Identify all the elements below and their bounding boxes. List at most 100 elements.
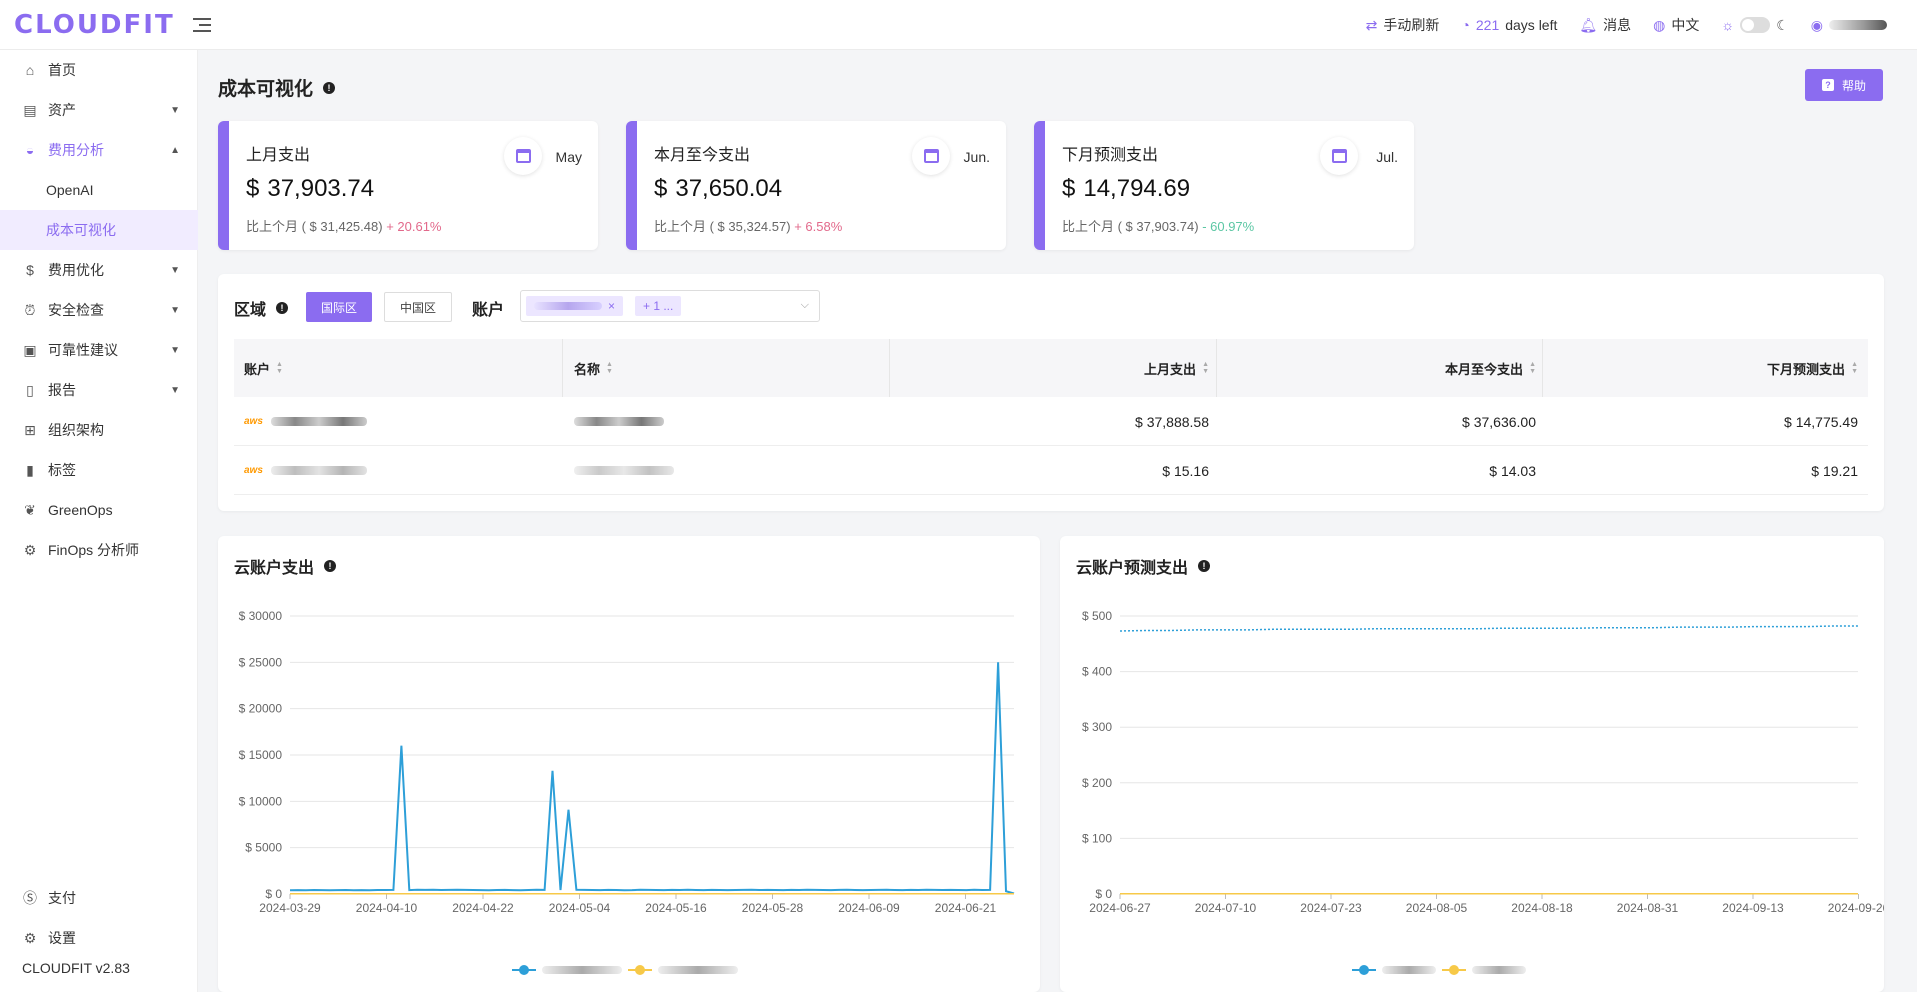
sidebar-item-label: 首页 [48, 62, 76, 78]
sidebar: ⌂ 首页 ▤ 资产 ▼ ◒ 费用分析 ▲ OpenAI 成本可视化 $ 费用优化… [0, 50, 198, 992]
y-tick-label: $ 5000 [245, 841, 282, 855]
region-intl-button[interactable]: 国际区 [306, 292, 373, 322]
sidebar-item-settings[interactable]: ⚙ 设置 [0, 918, 198, 958]
column-account[interactable]: 账户 ▲ ▼ [244, 339, 544, 397]
license-days[interactable]: ◔ 221 days left [1461, 17, 1557, 33]
stat-label: 本月至今支出 [654, 147, 751, 164]
sidebar-item-label: GreenOps [48, 502, 113, 518]
sidebar-item-cost-visualization[interactable]: 成本可视化 [0, 210, 198, 250]
sort-icon[interactable]: ▲ ▼ [1851, 361, 1858, 375]
y-tick-label: $ 30000 [239, 609, 283, 623]
change-down: - 60.97% [1202, 219, 1255, 234]
chart-legend [1352, 965, 1526, 975]
chart-title-text: 云账户支出 [234, 560, 315, 577]
days-text: days left [1505, 17, 1558, 33]
cell-name [574, 446, 674, 495]
sidebar-item-payment[interactable]: Ⓢ 支付 [0, 878, 198, 918]
refresh-icon: ⇄ [1365, 16, 1378, 33]
sort-icon[interactable]: ▲ ▼ [606, 361, 613, 375]
y-tick-label: $ 100 [1082, 831, 1112, 845]
account-name-masked [574, 466, 674, 475]
menu-toggle-icon[interactable] [192, 17, 211, 32]
calendar-icon [912, 137, 950, 175]
sort-icon[interactable]: ▲ ▼ [276, 361, 283, 375]
y-tick-label: $ 200 [1082, 776, 1112, 790]
sidebar-item-finops-analyst[interactable]: ⚙ FinOps 分析师 [0, 530, 198, 570]
refresh-button[interactable]: ⇄ 手动刷新 [1366, 15, 1440, 35]
stat-compare: 比上个月 ( $ 37,903.74) - 60.97% [1062, 216, 1254, 235]
home-icon: ⌂ [25, 62, 35, 78]
user-menu[interactable]: ◉ [1811, 17, 1887, 34]
messages-button[interactable]: 🔔︎ 消息 [1579, 15, 1631, 35]
x-tick-label: 2024-03-29 [259, 901, 321, 915]
sun-icon: ☼ [1721, 17, 1735, 33]
audit-icon: ▣ [23, 341, 37, 358]
x-tick-label: 2024-04-10 [356, 901, 418, 915]
chevron-down-icon: ⌵ [800, 299, 809, 311]
legend-marker[interactable] [1442, 965, 1466, 975]
info-icon[interactable]: ! [276, 302, 289, 314]
stat-card-last-month: 上月支出 May $37,903.74 比上个月 ( $ 31,425.48) … [218, 121, 598, 250]
sidebar-item-security[interactable]: ⏰︎ 安全检查 ▼ [0, 290, 198, 330]
info-icon[interactable]: ! [1198, 560, 1211, 572]
series-line-1 [1119, 625, 1858, 632]
help-button[interactable]: ? 帮助 [1805, 69, 1883, 101]
y-tick-label: $ 20000 [239, 702, 283, 716]
chart-title: 云账户预测支出 ! [1076, 554, 1211, 578]
close-icon[interactable]: × [608, 299, 616, 313]
stat-amount: 14,794.69 [1083, 175, 1191, 202]
legend-marker[interactable] [512, 965, 536, 975]
asset-icon: ▤ [23, 101, 37, 118]
logo[interactable]: CLOUDFIT [14, 9, 175, 40]
stat-compare: 比上个月 ( $ 31,425.48) + 20.61% [246, 216, 441, 235]
table-row[interactable]: aws $ 37,888.58 $ 37,636.00 $ 14,775.49 [234, 397, 1868, 446]
clock-icon: ◔ [1461, 17, 1470, 33]
sidebar-item-assets[interactable]: ▤ 资产 ▼ [0, 90, 198, 130]
table-row[interactable]: aws $ 15.16 $ 14.03 $ 19.21 [234, 446, 1868, 495]
sidebar-item-tags[interactable]: ▮ 标签 [0, 450, 198, 490]
legend-marker[interactable] [628, 965, 652, 975]
stat-month: May [555, 149, 582, 165]
column-divider [1542, 339, 1543, 397]
cell-last-month: $ 15.16 [1162, 462, 1209, 479]
column-name[interactable]: 名称 ▲ ▼ [574, 339, 874, 397]
forecast-line-chart[interactable]: $ 0 $ 100 $ 200 $ 300 $ 400 $ 500 2024-06-27 20… [1060, 600, 1884, 920]
language-label: 中文 [1671, 17, 1700, 33]
info-icon[interactable]: ! [324, 560, 337, 572]
dollar-icon: $ [26, 262, 34, 278]
spend-line-chart[interactable]: $ 0 $ 5000 $ 10000 $ 15000 $ 20000 $ 25000 $ 3… [218, 600, 1040, 920]
chevron-down-icon: ▼ [170, 264, 180, 276]
legend-label-masked [1382, 966, 1436, 974]
info-icon[interactable]: ! [323, 81, 336, 94]
account-select[interactable]: × + 1 ... ⌵ [520, 290, 820, 322]
cell-mtd: $ 14.03 [1489, 462, 1536, 479]
sidebar-item-org[interactable]: ⊞ 组织架构 [0, 410, 198, 450]
sidebar-item-reports[interactable]: ▯ 报告 ▼ [0, 370, 198, 410]
region-cn-button[interactable]: 中国区 [384, 292, 453, 322]
stat-label: 下月预测支出 [1062, 147, 1159, 164]
sidebar-item-home[interactable]: ⌂ 首页 [0, 50, 198, 90]
sort-icon[interactable]: ▲ ▼ [1202, 361, 1209, 375]
currency-symbol: $ [1062, 175, 1076, 202]
language-button[interactable]: ◍ 中文 [1653, 15, 1699, 35]
username-masked [1829, 20, 1887, 30]
x-tick-label: 2024-06-27 [1089, 901, 1151, 915]
sidebar-item-reliability[interactable]: ▣ 可靠性建议 ▼ [0, 330, 198, 370]
column-label: 下月预测支出 [1767, 361, 1846, 377]
column-divider [1216, 339, 1217, 397]
theme-toggle[interactable] [1740, 17, 1771, 33]
sidebar-item-openai[interactable]: OpenAI [0, 170, 198, 210]
column-last-month[interactable]: 上月支出 ▲ ▼ [889, 339, 1209, 397]
column-forecast[interactable]: 下月预测支出 ▲ ▼ [1542, 339, 1858, 397]
theme-switch[interactable]: ☼ ☾ [1721, 17, 1789, 34]
sidebar-item-cost-analysis[interactable]: ◒ 费用分析 ▲ [0, 130, 198, 170]
x-tick-label: 2024-07-23 [1300, 901, 1362, 915]
x-tick-label: 2024-08-05 [1406, 901, 1468, 915]
legend-marker[interactable] [1352, 965, 1376, 975]
org-icon: ⊞ [24, 421, 36, 438]
sort-icon[interactable]: ▲ ▼ [1529, 361, 1536, 375]
column-mtd[interactable]: 本月至今支出 ▲ ▼ [1216, 339, 1536, 397]
sidebar-item-cost-optimization[interactable]: $ 费用优化 ▼ [0, 250, 198, 290]
region-label-text: 区域 [234, 302, 267, 319]
sidebar-item-greenops[interactable]: ❦ GreenOps [0, 490, 198, 530]
